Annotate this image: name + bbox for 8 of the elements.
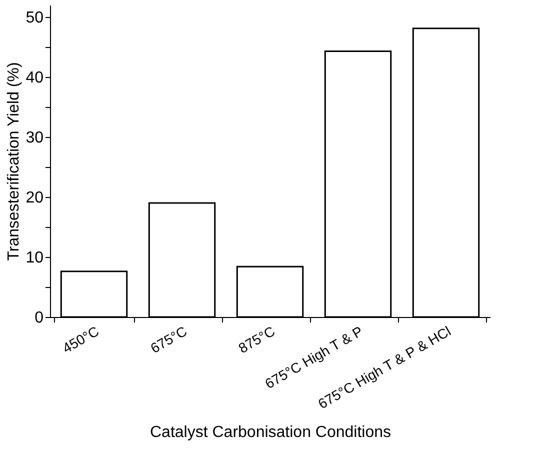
y-tick-label: 10 [26,250,44,266]
y-tick-label: 20 [26,190,44,206]
x-axis-title: Catalyst Carbonisation Conditions [150,424,392,442]
y-tick-label: 0 [34,310,44,326]
y-tick-label: 30 [26,130,44,146]
y-tick-label: 40 [26,70,44,86]
y-axis-title: Transesterification Yield (%) [6,62,23,261]
y-tick-label: 50 [26,10,44,26]
